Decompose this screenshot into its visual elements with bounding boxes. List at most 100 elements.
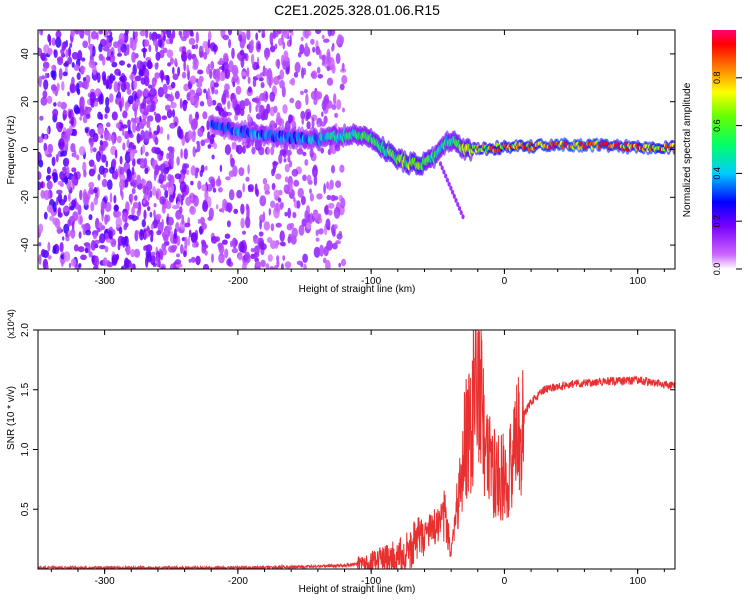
spectrogram-speckle (124, 130, 129, 139)
spectrogram-speckle (132, 64, 137, 76)
spectrogram-speckle (202, 41, 209, 49)
spectrogram-speckle (197, 180, 202, 190)
spectrogram-speckle (240, 217, 245, 229)
spectrogram-speckle (245, 203, 249, 211)
spectrogram-speckle (56, 82, 60, 92)
spectrogram-speckle (101, 71, 107, 82)
spectrogram-speckle (242, 37, 247, 45)
spectrogram-speckle (143, 209, 147, 220)
spectrogram-speckle (326, 65, 331, 72)
spectrogram-speckle (204, 189, 209, 201)
spectrogram-speckle (63, 138, 69, 150)
spectrogram-speckle (52, 247, 57, 254)
colorbar-gradient (712, 30, 736, 269)
spectrogram-speckle (183, 148, 188, 160)
spectrogram-speckle (291, 77, 295, 86)
spectrogram-speckle (310, 90, 318, 100)
spectrogram-speckle (231, 247, 239, 254)
spectrogram-speckle (250, 39, 254, 46)
spectrogram-speckle (61, 41, 67, 51)
spectrogram-speckle (42, 61, 50, 69)
spectrogram-speckle (108, 75, 113, 82)
spectrogram-speckle (302, 174, 307, 182)
spectrogram-speckle (166, 49, 174, 58)
spectrogram-speckle (208, 207, 214, 220)
x-tick-label: -300 (95, 576, 115, 587)
spectrogram-speckle (187, 235, 191, 247)
spectrogram-speckle (58, 122, 64, 129)
y-tick-label: 0 (20, 146, 31, 152)
spectrogram-speckle (83, 80, 89, 90)
spectrogram-speckle (284, 163, 290, 173)
spectrogram-speckle (106, 56, 111, 61)
spectrogram-speckle (70, 30, 76, 37)
spectrogram-speckle (82, 40, 89, 49)
spectrogram-speckle (135, 98, 141, 107)
spectrogram-speckle (77, 50, 83, 61)
spectrogram-speckle (79, 216, 83, 225)
spectrogram-speckle (323, 183, 326, 195)
spectrogram-speckle (82, 189, 87, 201)
spectrogram-speckle (246, 30, 251, 41)
spectrogram-speckle (121, 191, 124, 201)
spectrogram-speckle (154, 113, 162, 123)
spectrogram-speckle (167, 173, 173, 182)
spectrogram-speckle (132, 179, 138, 189)
spectrogram-speckle (140, 118, 147, 127)
spectrogram-speckle (325, 259, 331, 269)
spectrogram-speckle (189, 206, 197, 215)
spectrogram-speckle (185, 169, 190, 175)
spectrogram-speckle (172, 205, 179, 210)
spectrogram-speckle (273, 105, 278, 114)
spectrogram-speckle (231, 237, 238, 249)
spectrogram-speckle (242, 261, 247, 269)
spectrogram-speckle (168, 194, 175, 203)
spectrogram-speckle (279, 241, 286, 247)
spectrogram-speckle (231, 47, 235, 60)
spectrogram-speckle (118, 100, 123, 109)
spectrogram-speckle (153, 39, 158, 47)
spectrogram-speckle (126, 63, 131, 68)
spectrogram-speckle (267, 147, 270, 155)
spectrogram-speckle (333, 206, 341, 219)
snr-frame (37, 329, 676, 570)
spectrogram-speckle (147, 227, 151, 238)
y-tick-label: 2.0 (20, 323, 31, 337)
spectrogram-speckle (309, 188, 312, 194)
spectrogram-trail-cell (451, 189, 455, 195)
spectrogram-speckle (104, 232, 110, 241)
spectrogram-speckle (104, 201, 112, 213)
spectrogram-speckle (162, 83, 168, 95)
spectrogram-speckle (135, 117, 140, 124)
spectrogram-speckle (289, 35, 292, 46)
spectrogram-speckle (244, 251, 250, 261)
spectrogram-speckle (187, 52, 192, 61)
spectrogram-speckle (192, 57, 199, 69)
spectrogram-speckle (62, 236, 65, 241)
spectrogram-speckle (158, 173, 165, 185)
spectrogram-speckle (122, 126, 125, 137)
spectrogram-speckle (51, 156, 56, 167)
spectrogram-speckle (210, 60, 215, 70)
spectrogram-speckle (155, 51, 161, 61)
spectrogram-speckle (213, 82, 219, 88)
spectrogram-speckle (334, 112, 339, 118)
spectrogram-speckle (226, 258, 231, 266)
spectrogram-speckle (89, 128, 96, 138)
spectrogram-speckle (215, 105, 221, 112)
spectrogram-speckle (70, 228, 76, 239)
spectrogram-speckle (145, 256, 149, 268)
spectrogram-speckle (174, 90, 180, 100)
spectrogram-speckle (71, 51, 79, 60)
spectrogram-speckle (181, 51, 188, 62)
spectrogram-speckle (250, 247, 255, 253)
spectrogram-speckle (177, 66, 181, 77)
spectrogram-speckle (88, 159, 95, 167)
spectrogram-speckle (326, 77, 334, 86)
spectrogram-speckle (44, 149, 49, 156)
spectrogram-speckle (40, 96, 48, 106)
spectrogram-speckle (111, 158, 117, 167)
spectrogram-speckle (38, 151, 42, 164)
spectrogram-speckle (155, 191, 159, 199)
spectrogram-speckle (90, 141, 94, 147)
